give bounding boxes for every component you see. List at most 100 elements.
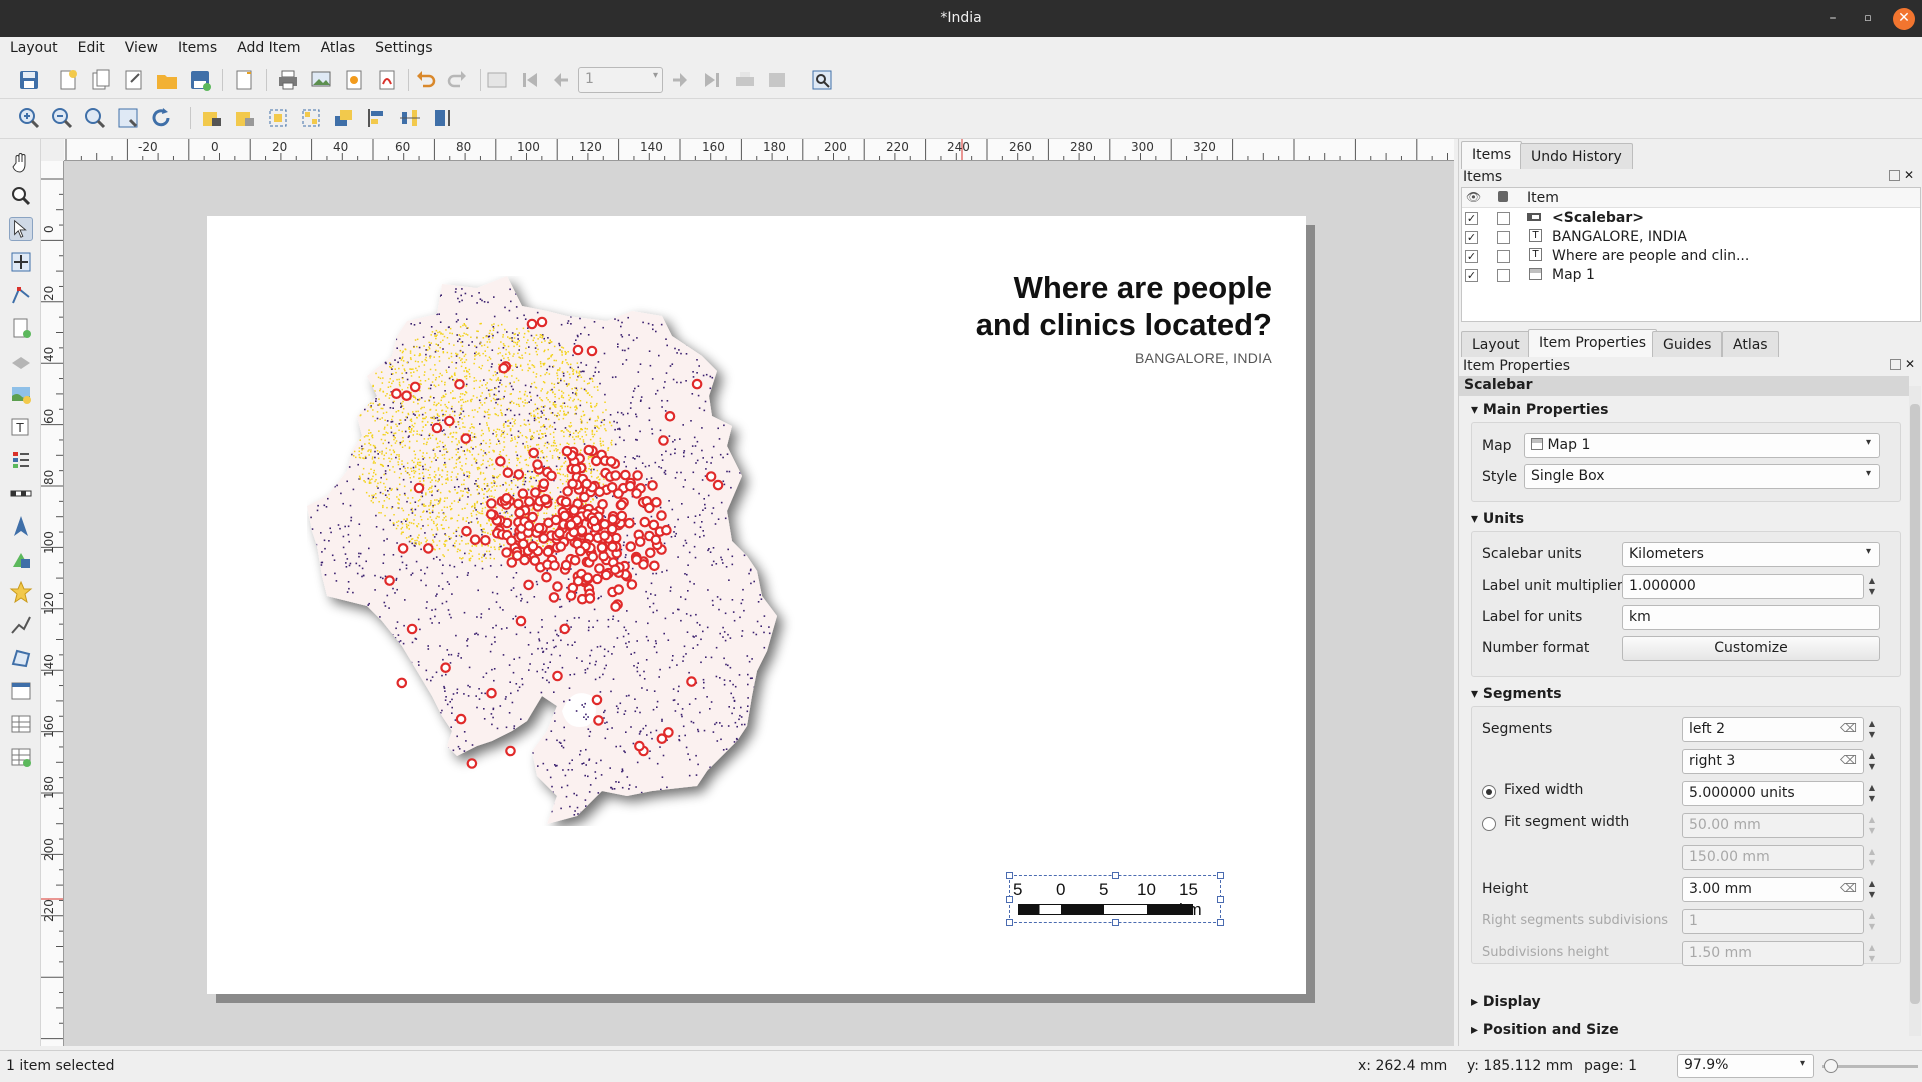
population-dot: [578, 370, 581, 373]
menu-add-item[interactable]: Add Item: [237, 40, 301, 56]
population-dot: [545, 428, 548, 430]
save-icon[interactable]: [17, 68, 41, 92]
population-dot: [397, 524, 399, 527]
refresh-icon[interactable]: [149, 106, 173, 130]
layout-canvas[interactable]: Where are people and clinics located? BA…: [64, 161, 1454, 1046]
menu-view[interactable]: View: [124, 40, 158, 56]
atlas-preview-icon[interactable]: [485, 68, 509, 92]
export-svg-icon[interactable]: [342, 68, 366, 92]
population-dot: [758, 366, 760, 368]
population-dot: [694, 515, 697, 517]
layout-page[interactable]: Where are people and clinics located? BA…: [207, 216, 1306, 994]
population-dot: [554, 764, 556, 766]
new-page-icon[interactable]: [232, 68, 256, 92]
atlas-settings-icon[interactable]: [810, 68, 834, 92]
maximize-button[interactable]: ▫: [1864, 11, 1872, 24]
last-feature-icon[interactable]: [700, 68, 724, 92]
population-dot: [433, 522, 435, 525]
add-attribute-table-icon[interactable]: [9, 712, 33, 736]
population-dot: [343, 345, 345, 348]
add-label-icon[interactable]: T: [9, 415, 33, 439]
add-polyline-icon[interactable]: [9, 613, 33, 637]
minimize-button[interactable]: –: [1829, 10, 1837, 26]
layout-manager-icon[interactable]: [122, 68, 146, 92]
add-3d-map-icon[interactable]: [9, 349, 33, 373]
horizontal-ruler[interactable]: -20 0 20 40 60 80 100 120 140 160 180 20…: [64, 139, 1454, 161]
population-dot: [431, 417, 433, 419]
add-map-icon[interactable]: [9, 382, 33, 406]
distribute-items-icon[interactable]: [398, 106, 422, 130]
align-items-icon[interactable]: [365, 106, 389, 130]
menu-settings[interactable]: Settings: [375, 40, 433, 56]
print-atlas-icon[interactable]: [733, 68, 757, 92]
population-dot: [548, 797, 550, 799]
population-dot: [469, 427, 471, 429]
duplicate-layout-icon[interactable]: [89, 68, 113, 92]
add-shape-icon[interactable]: [9, 547, 33, 571]
previous-feature-icon[interactable]: [550, 68, 574, 92]
vertical-ruler[interactable]: 0 20 40 60 80 100 120 140 160 180 200 22…: [41, 161, 64, 1046]
population-dot: [553, 822, 556, 824]
atlas-page-field[interactable]: 1 ▾: [578, 67, 663, 93]
first-feature-icon[interactable]: [518, 68, 542, 92]
population-dot: [496, 592, 499, 595]
add-page-icon[interactable]: [9, 316, 33, 340]
population-dot: [371, 434, 374, 436]
zoom-tool-icon[interactable]: [9, 184, 33, 208]
population-dot: [386, 496, 388, 499]
menu-edit[interactable]: Edit: [77, 40, 105, 56]
population-dot: [695, 754, 697, 757]
population-dot: [498, 794, 500, 797]
population-dot: [530, 414, 533, 417]
population-dot: [539, 375, 542, 377]
new-layout-icon[interactable]: [56, 68, 80, 92]
add-legend-icon[interactable]: [9, 448, 33, 472]
population-dot: [756, 541, 758, 543]
raise-items-icon[interactable]: [332, 106, 356, 130]
population-dot: [404, 470, 407, 472]
lock-items-icon[interactable]: [200, 106, 224, 130]
population-dot: [488, 356, 491, 358]
select-move-tool-icon[interactable]: [9, 217, 33, 241]
zoom-actual-icon[interactable]: [83, 106, 107, 130]
population-dot: [465, 488, 468, 490]
zoom-full-icon[interactable]: [116, 106, 140, 130]
population-dot: [681, 715, 683, 718]
zoom-out-icon[interactable]: [50, 106, 74, 130]
edit-nodes-icon[interactable]: [9, 283, 33, 307]
map-item[interactable]: [307, 276, 827, 826]
export-image-icon[interactable]: [309, 68, 333, 92]
add-scalebar-icon[interactable]: [9, 481, 33, 505]
open-folder-icon[interactable]: [155, 68, 179, 92]
menu-items[interactable]: Items: [177, 40, 218, 56]
population-dot: [328, 540, 330, 542]
next-feature-icon[interactable]: [667, 68, 691, 92]
undo-icon[interactable]: [413, 68, 437, 92]
menu-atlas[interactable]: Atlas: [320, 40, 356, 56]
print-icon[interactable]: [276, 68, 300, 92]
add-polygon-icon[interactable]: [9, 646, 33, 670]
add-html-icon[interactable]: [9, 679, 33, 703]
export-atlas-icon[interactable]: [766, 68, 790, 92]
population-dot: [353, 455, 355, 457]
ungroup-items-icon[interactable]: [299, 106, 323, 130]
population-dot: [399, 640, 402, 642]
save-as-template-icon[interactable]: [188, 68, 212, 92]
ruler-label: 220: [886, 140, 909, 154]
resize-items-icon[interactable]: [431, 106, 455, 130]
population-dot: [494, 481, 496, 483]
population-dot: [388, 288, 391, 291]
unlock-items-icon[interactable]: [233, 106, 257, 130]
redo-icon[interactable]: [446, 68, 470, 92]
add-marker-icon[interactable]: [9, 580, 33, 604]
group-items-icon[interactable]: [266, 106, 290, 130]
population-dot: [558, 414, 561, 416]
menu-layout[interactable]: Layout: [10, 40, 58, 56]
add-north-arrow-icon[interactable]: [9, 514, 33, 538]
export-pdf-icon[interactable]: [375, 68, 399, 92]
pan-icon[interactable]: [9, 151, 33, 175]
zoom-in-icon[interactable]: [17, 106, 41, 130]
move-content-icon[interactable]: [9, 250, 33, 274]
add-fixed-table-icon[interactable]: [9, 745, 33, 769]
close-window-button[interactable]: ✕: [1893, 8, 1915, 30]
